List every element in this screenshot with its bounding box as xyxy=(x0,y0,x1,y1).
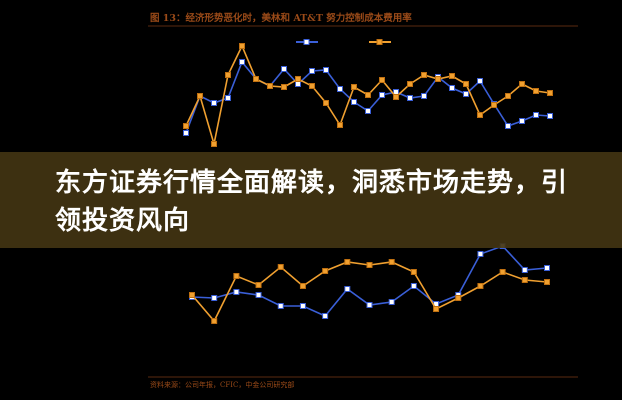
chart2-series2-point-11 xyxy=(410,269,417,275)
chart1-series2-point-14 xyxy=(365,92,371,98)
chart1-series1-point-26 xyxy=(533,112,539,118)
chart2-series2-point-7 xyxy=(322,268,329,274)
chart1-series1-point-8 xyxy=(281,66,287,72)
chart2-series1-point-10 xyxy=(388,299,395,305)
chart2-series1-point-5 xyxy=(277,303,284,309)
chart1-series1-point-1 xyxy=(183,130,189,136)
chart-title: 图 13：经济形势恶化时，美林和 AT&T 努力控制成本费用率 xyxy=(150,13,412,24)
chart2-series2-point-2 xyxy=(211,318,218,324)
chart2-series1-point-2 xyxy=(211,295,218,301)
source-note: 资料来源：公司年报，CFIC，中金公司研究部 xyxy=(150,381,295,389)
chart1-series1-point-22 xyxy=(477,78,483,84)
chart1-series2-point-12 xyxy=(337,122,343,128)
chart1-series2-point-1 xyxy=(183,123,189,129)
chart1-series1-point-27 xyxy=(547,113,553,119)
chart2-series2-point-6 xyxy=(299,283,306,289)
chart2-series2-point-17 xyxy=(544,279,550,285)
chart2-series2-point-1 xyxy=(189,292,195,298)
chart2-series1-point-6 xyxy=(299,303,306,309)
chart1-series2-point-26 xyxy=(533,88,539,94)
legend-orange-marker xyxy=(376,39,383,45)
chart1-series2-point-5 xyxy=(239,43,245,49)
headline-text: 东方证券行情全面解读，洞悉市场走势，引领投资风向 xyxy=(55,168,569,236)
chart2-series1-point-3 xyxy=(233,289,240,295)
chart1-series2-point-17 xyxy=(407,81,413,87)
chart1-series2-point-24 xyxy=(505,93,511,99)
chart2-series1-point-11 xyxy=(410,283,417,289)
chart1-series1-point-11 xyxy=(323,67,329,73)
chart1-series1-point-10 xyxy=(309,68,315,74)
chart2-series2-point-13 xyxy=(455,295,462,301)
chart1-series1-point-5 xyxy=(239,59,245,65)
chart2-series2-line xyxy=(191,261,548,323)
chart1-series2-point-19 xyxy=(435,76,441,82)
legend-blue-marker xyxy=(303,39,310,45)
chart2-series1-point-14 xyxy=(477,251,484,257)
chart2-series1-point-9 xyxy=(366,302,373,308)
chart2-series1-point-7 xyxy=(322,313,329,319)
chart2-series1-point-4 xyxy=(255,292,262,298)
chart1-series1-point-9 xyxy=(295,81,301,87)
chart2-series2-point-5 xyxy=(277,264,284,270)
chart1-series2-point-8 xyxy=(281,84,287,90)
chart2-series2-point-3 xyxy=(233,273,240,279)
chart1-series2-point-10 xyxy=(309,83,315,89)
chart1-series2-point-16 xyxy=(393,94,399,100)
chart1-series1-point-21 xyxy=(463,91,469,97)
headline-banner: 东方证券行情全面解读，洞悉市场走势，引领投资风向 xyxy=(0,152,622,248)
chart1-series2-point-22 xyxy=(477,112,483,118)
chart1-series2-point-3 xyxy=(211,141,217,147)
chart1-series2-point-15 xyxy=(379,77,385,83)
chart1-series1-point-12 xyxy=(337,86,343,92)
chart1-series1-point-4 xyxy=(225,95,231,101)
chart2-series2-point-8 xyxy=(344,259,351,265)
chart1-series1-point-13 xyxy=(351,99,357,105)
chart1-series2-point-6 xyxy=(253,76,259,82)
chart1-series1-point-14 xyxy=(365,108,371,114)
chart1-series1-point-17 xyxy=(407,95,413,101)
chart1-series2-point-18 xyxy=(421,72,427,78)
chart2-series1-point-16 xyxy=(521,267,528,273)
chart1-series2-point-9 xyxy=(295,76,301,82)
chart2-series1-point-8 xyxy=(344,286,351,292)
chart1-series2-point-27 xyxy=(547,90,553,96)
chart1-series2-point-11 xyxy=(323,100,329,106)
chart1-series1-point-24 xyxy=(505,123,511,129)
chart1-series2-point-7 xyxy=(267,83,273,89)
chart2-series2-point-10 xyxy=(388,259,395,265)
chart1-series1-point-25 xyxy=(519,118,525,124)
chart2-series2-point-9 xyxy=(366,262,373,268)
chart1-series2-point-20 xyxy=(449,73,455,79)
chart1-series2-point-25 xyxy=(519,81,525,87)
chart2-series2-point-4 xyxy=(255,282,262,288)
legend xyxy=(296,39,391,45)
chart1-series1-point-20 xyxy=(449,85,455,91)
chart2-series2-point-16 xyxy=(521,277,528,283)
chart1-series1-point-18 xyxy=(421,93,427,99)
chart1-series2-point-13 xyxy=(351,84,357,90)
chart2-series2-point-12 xyxy=(433,306,440,312)
chart1-series2-point-2 xyxy=(197,93,203,99)
chart1-series2-point-21 xyxy=(463,81,469,87)
chart2-series2-point-15 xyxy=(499,269,506,275)
chart2-series1-point-17 xyxy=(544,265,550,271)
chart1-series1-point-15 xyxy=(379,92,385,98)
chart1-series2-point-4 xyxy=(225,72,231,78)
chart1-series1-point-3 xyxy=(211,100,217,106)
chart2-series2-point-14 xyxy=(477,283,484,289)
chart1-series2-point-23 xyxy=(491,102,497,108)
